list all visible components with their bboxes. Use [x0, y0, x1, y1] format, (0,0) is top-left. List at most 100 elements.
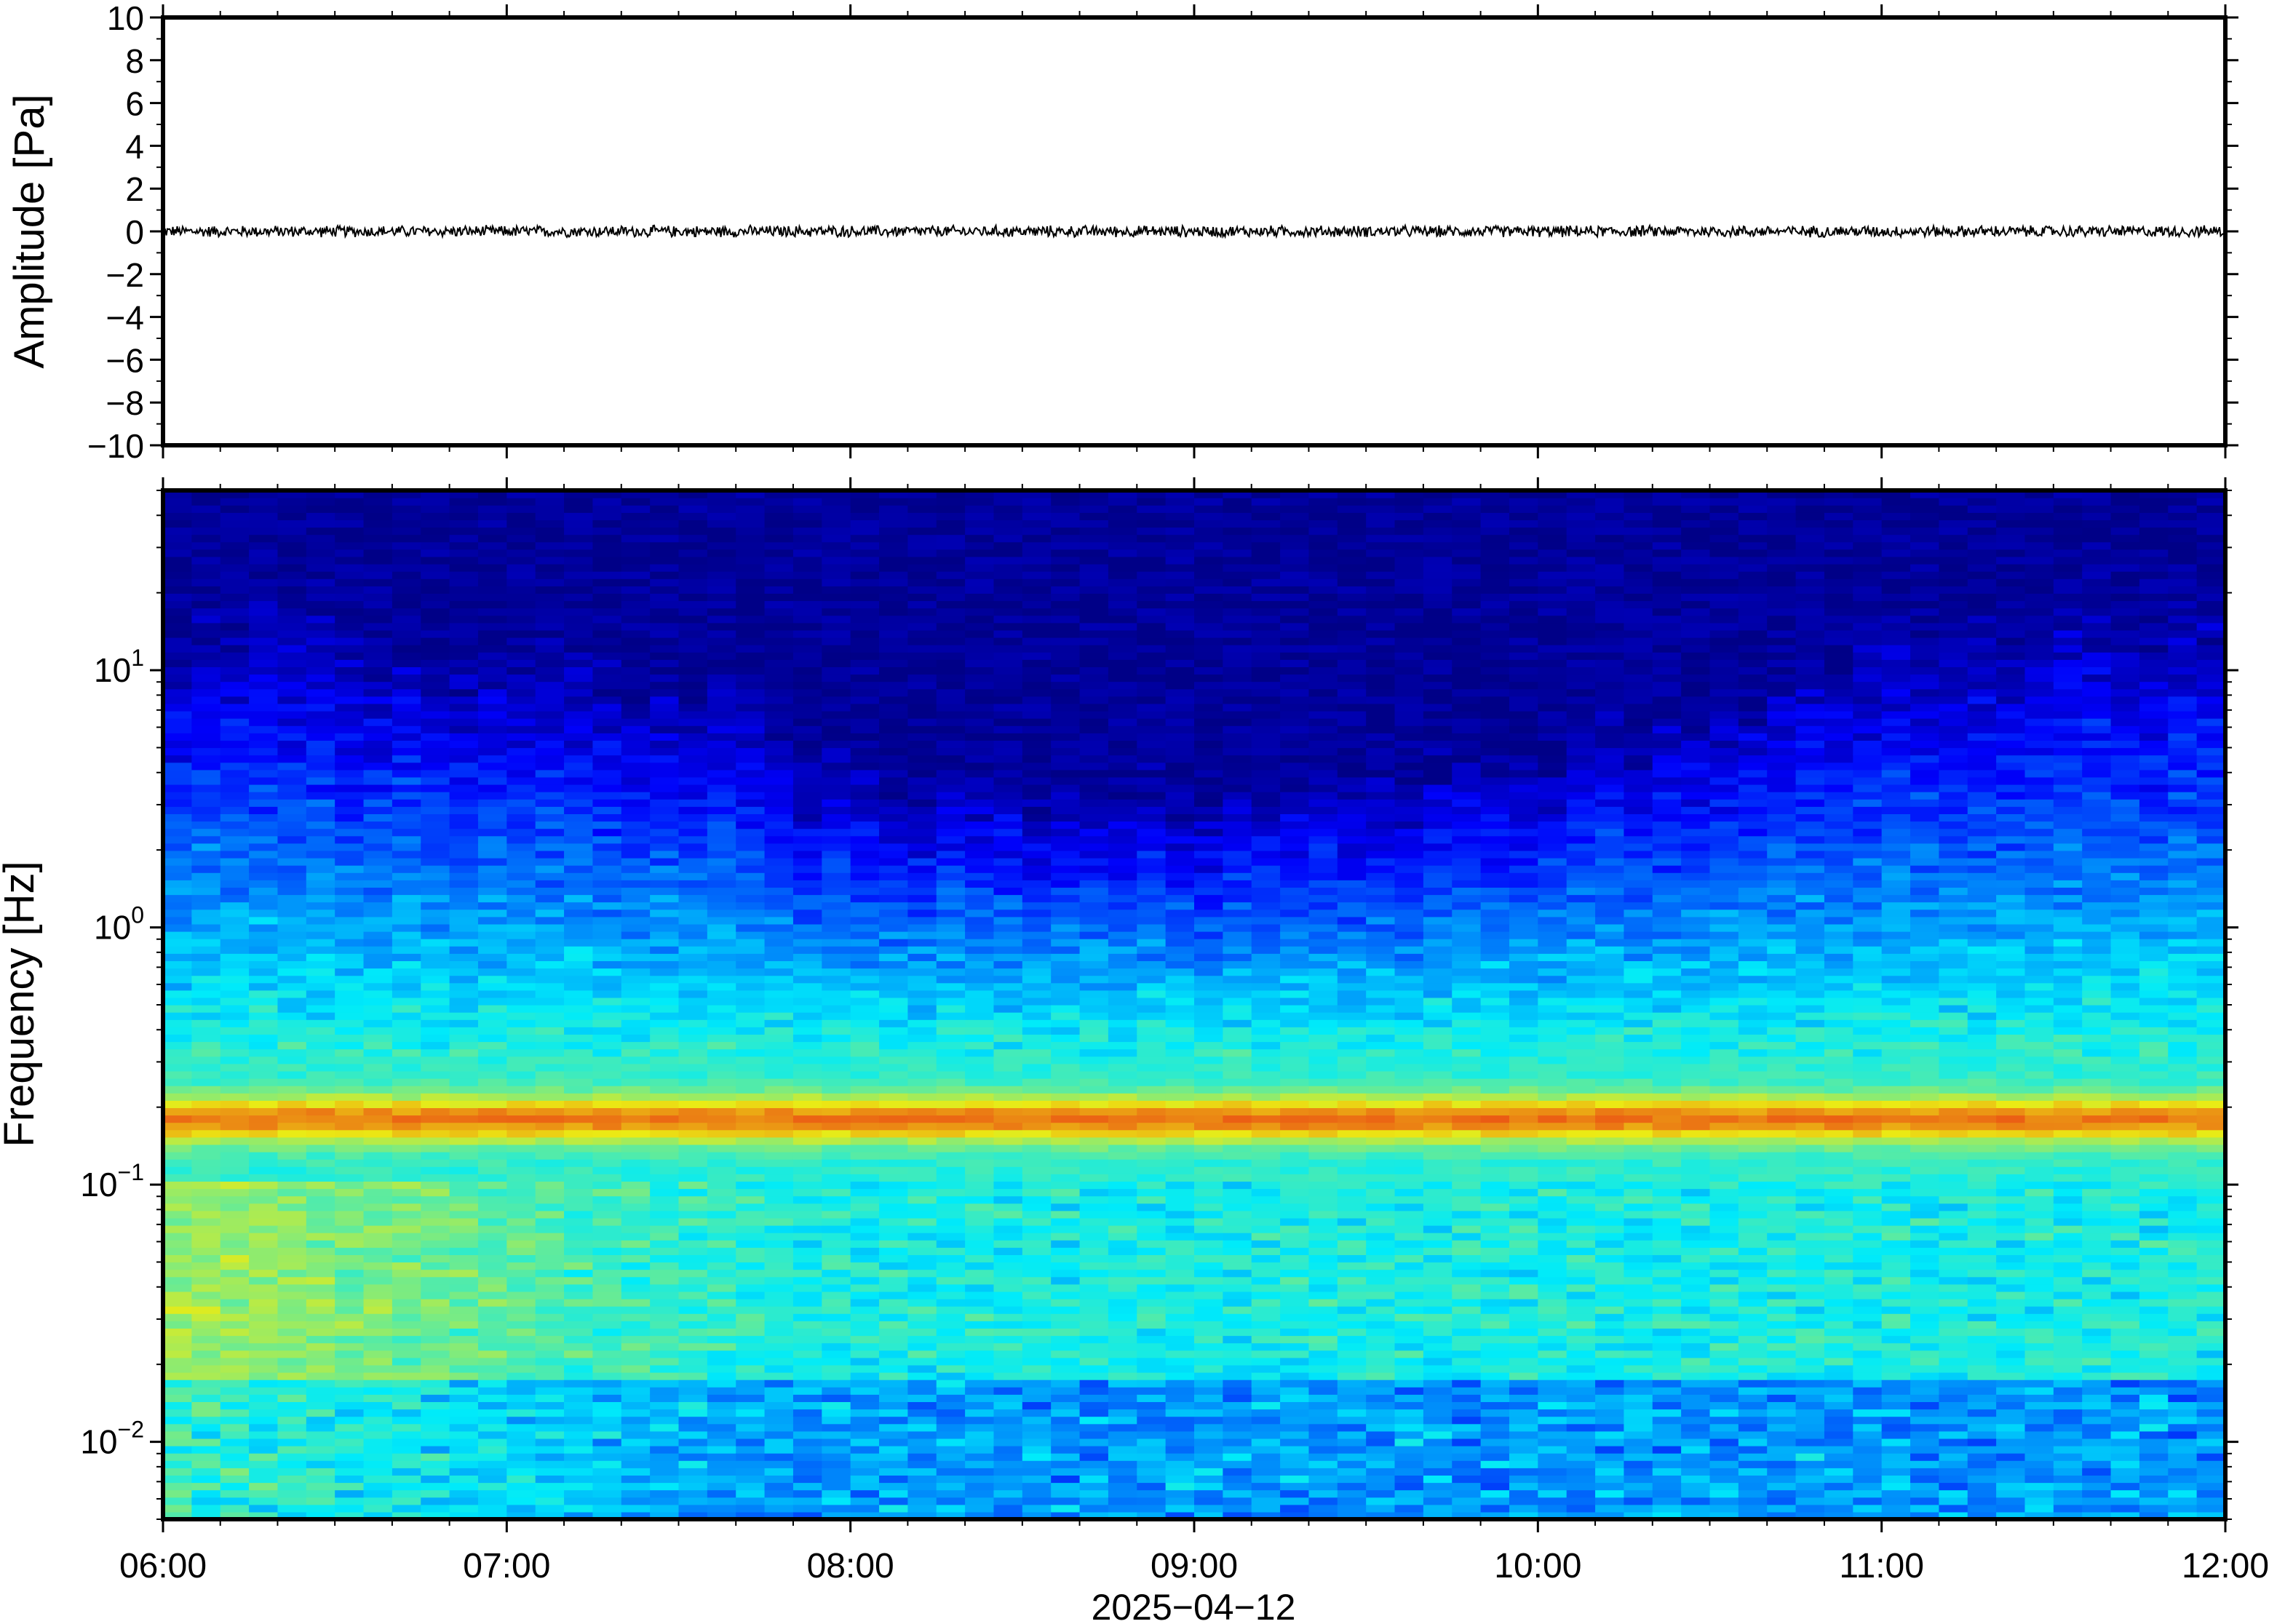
- spectrogram-cell: [707, 1034, 736, 1043]
- spectrogram-cell: [822, 1475, 851, 1484]
- spectrogram-cell: [993, 1048, 1023, 1057]
- spectrogram-cell: [792, 681, 822, 690]
- spectrogram-cell: [764, 923, 794, 932]
- spectrogram-cell: [678, 1233, 708, 1241]
- spectrogram-cell: [764, 1005, 794, 1013]
- spectrogram-cell: [936, 1195, 966, 1204]
- spectrogram-cell: [1051, 843, 1081, 851]
- spectrogram-cell: [1079, 1489, 1109, 1498]
- spectrogram-cell: [392, 1328, 421, 1337]
- spectrogram-cell: [764, 1137, 794, 1145]
- spectrogram-cell: [592, 1380, 622, 1388]
- spectrogram-cell: [907, 1144, 937, 1153]
- spectrogram-cell: [421, 571, 450, 579]
- spectrogram-cell: [736, 1276, 766, 1285]
- spectrogram-cell: [564, 1078, 594, 1086]
- spectrogram-cell: [592, 505, 622, 513]
- spectrogram-cell: [163, 666, 192, 675]
- spectrogram-cell: [736, 696, 766, 704]
- spectrogram-cell: [535, 1291, 565, 1299]
- spectrogram-cell: [191, 799, 221, 807]
- spectrogram-cell: [477, 593, 507, 602]
- spectrogram-cell: [363, 1225, 393, 1233]
- spectrogram-cell: [822, 1107, 851, 1116]
- spectrogram-cell: [879, 1468, 908, 1476]
- spectrogram-cell: [564, 792, 594, 800]
- spectrogram-cell: [1022, 946, 1052, 954]
- spectrogram-cell: [1051, 1240, 1081, 1248]
- spectrogram-cell: [850, 1489, 880, 1498]
- spectrogram-cell: [993, 498, 1023, 506]
- spectrogram-cell: [277, 1423, 307, 1432]
- spectrogram-cell: [335, 755, 365, 763]
- spectrogram-cell: [707, 835, 736, 844]
- spectrogram-cell: [249, 711, 279, 719]
- spectrogram-cell: [965, 813, 995, 822]
- spectrogram-cell: [477, 901, 507, 910]
- spectrogram-cell: [650, 872, 680, 880]
- spectrogram-cell: [306, 901, 335, 910]
- spectrogram-cell: [965, 1056, 995, 1064]
- spectrogram-cell: [965, 615, 995, 624]
- spectrogram-cell: [850, 887, 880, 896]
- spectrogram-cell: [421, 512, 450, 520]
- spectrogram-cell: [421, 740, 450, 749]
- spectrogram-cell: [421, 1283, 450, 1292]
- spectrogram-cell: [421, 556, 450, 565]
- spectrogram-cell: [736, 769, 766, 778]
- spectrogram-cell: [1079, 1321, 1109, 1329]
- spectrogram-cell: [1079, 1034, 1109, 1043]
- spectrogram-cell: [850, 975, 880, 984]
- spectrogram-cell: [335, 1144, 365, 1153]
- spectrogram-cell: [421, 946, 450, 954]
- spectrogram-cell: [993, 1468, 1023, 1476]
- spectrogram-cell: [421, 505, 450, 513]
- spectrogram-cell: [1079, 659, 1109, 667]
- spectrogram-cell: [792, 666, 822, 675]
- spectrogram-cell: [392, 711, 421, 719]
- spectrogram-cell: [249, 1262, 279, 1270]
- spectrogram-cell: [592, 1056, 622, 1064]
- spectrogram-cell: [764, 600, 794, 609]
- spectrogram-cell: [907, 1438, 937, 1446]
- spectrogram-cell: [1079, 1350, 1109, 1358]
- spectrogram-cell: [363, 600, 393, 609]
- spectrogram-cell: [736, 1364, 766, 1373]
- spectrogram-cell: [965, 1122, 995, 1131]
- spectrogram-cell: [1079, 541, 1109, 550]
- spectrogram-cell: [707, 931, 736, 939]
- spectrogram-cell: [650, 953, 680, 961]
- spectrogram-cell: [163, 1188, 192, 1197]
- spectrogram-cell: [477, 997, 507, 1006]
- spectrogram-cell: [850, 1070, 880, 1079]
- spectrogram-cell: [535, 1188, 565, 1197]
- spectrogram-cell: [220, 1453, 250, 1461]
- spectrogram-cell: [1051, 1159, 1081, 1167]
- spectrogram-cell: [907, 593, 937, 602]
- spectrogram-cell: [907, 659, 937, 667]
- spectrogram-cell: [678, 674, 708, 682]
- spectrogram-cell: [1079, 747, 1109, 756]
- spectrogram-cell: [277, 1181, 307, 1190]
- spectrogram-cell: [564, 1306, 594, 1314]
- spectrogram-cell: [506, 843, 536, 851]
- spectrogram-cell: [764, 909, 794, 918]
- spectrogram-cell: [335, 1453, 365, 1461]
- spectrogram-cell: [163, 1174, 192, 1182]
- spectrogram-cell: [621, 1129, 651, 1138]
- spectrogram-cell: [191, 1188, 221, 1197]
- spectrogram-cell: [564, 1430, 594, 1439]
- spectrogram-cell: [477, 880, 507, 888]
- spectrogram-cell: [965, 600, 995, 609]
- spectrogram-cell: [220, 1357, 250, 1366]
- spectrogram-cell: [421, 1416, 450, 1425]
- spectrogram-cell: [993, 1115, 1023, 1123]
- spectrogram-cell: [1108, 652, 1137, 660]
- spectrogram-cell: [421, 843, 450, 851]
- spectrogram-cell: [592, 645, 622, 653]
- spectrogram-cell: [592, 1364, 622, 1373]
- spectrogram-cell: [650, 1152, 680, 1160]
- spectrogram-cell: [363, 652, 393, 660]
- spectrogram-cell: [850, 733, 880, 741]
- spectrogram-cell: [936, 931, 966, 939]
